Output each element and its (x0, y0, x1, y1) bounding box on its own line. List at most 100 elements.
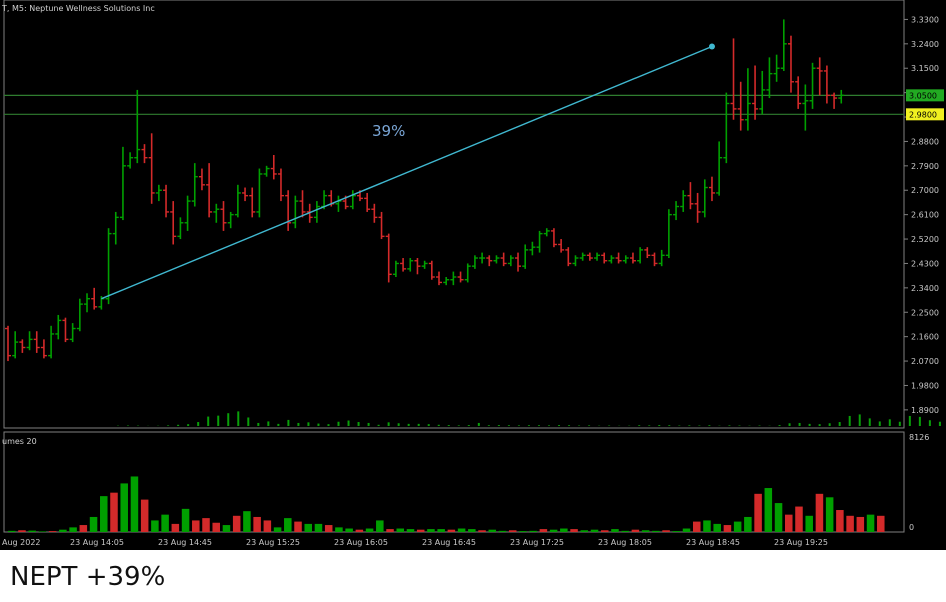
volume-bar (672, 531, 681, 532)
volume-bar (69, 527, 77, 532)
volume-bar (692, 521, 701, 532)
volume-bar (795, 506, 803, 532)
chart-svg: 3.33003.24003.15003.06002.97002.88002.79… (1, 0, 944, 547)
trendline-annotation: 39% (372, 122, 405, 140)
y-tick-label: 1.8900 (911, 406, 939, 415)
volume-bar (682, 528, 691, 532)
y-tick-label: 2.8800 (911, 137, 939, 146)
volume-bar (508, 530, 517, 532)
volume-bar (468, 529, 476, 532)
volume-bar (785, 514, 793, 532)
volume-bar (202, 518, 210, 532)
volume-bar (396, 528, 405, 532)
volume-bar (8, 530, 16, 532)
y-tick-label: 2.7000 (911, 186, 939, 195)
volume-bar (192, 520, 200, 532)
y-tick-label: 2.2500 (911, 308, 939, 317)
volume-bar (171, 523, 180, 532)
volume-bar (427, 529, 435, 532)
price-label-text: 2.9800 (909, 110, 937, 119)
volume-bar (815, 493, 824, 532)
volume-bar (539, 529, 548, 532)
y-tick-label: 3.1500 (911, 64, 939, 73)
x-tick-label: 23 Aug 16:05 (334, 538, 388, 547)
volume-bar (376, 520, 384, 532)
volume-bar (478, 530, 486, 532)
volume-bar (222, 525, 231, 532)
volume-bar (754, 493, 762, 532)
volume-bar (662, 530, 670, 532)
y-tick-label: 3.2400 (911, 40, 939, 49)
volume-bar (59, 529, 67, 532)
volume-bar (590, 529, 599, 532)
volume-bar (764, 488, 773, 532)
trendline-end-marker (708, 43, 715, 50)
volume-bar (805, 515, 813, 532)
volume-bar (273, 527, 282, 532)
volume-bar (549, 529, 558, 532)
volume-bar (335, 527, 343, 532)
volume-bar (345, 528, 353, 532)
y-tick-label: 3.3300 (911, 15, 939, 24)
y-tick-label: 1.9800 (911, 381, 939, 390)
volume-bar (856, 516, 865, 532)
x-tick-label: 23 Aug 14:45 (158, 538, 212, 547)
volume-bar (365, 528, 374, 532)
volume-bar (457, 528, 466, 532)
volume-title: umes 20 (2, 437, 37, 446)
volume-bar (744, 516, 752, 532)
x-tick-label: 23 Aug 18:05 (598, 538, 652, 547)
volume-bar (355, 529, 364, 532)
volume-bar (140, 499, 149, 532)
volume-bar (866, 514, 875, 532)
volume-bar (324, 525, 333, 532)
volume-bar (181, 508, 190, 532)
volume-bar (621, 530, 629, 532)
volume-bar (529, 530, 537, 532)
price-chart[interactable]: 3.33003.24003.15003.06002.97002.88002.79… (0, 0, 946, 550)
volume-bar (641, 530, 650, 532)
volume-bar (416, 529, 425, 532)
volume-bar (437, 529, 445, 532)
volume-tick-max: 8126 (909, 433, 929, 442)
volume-bar (161, 514, 169, 532)
volume-bar (130, 476, 139, 532)
volume-bar (38, 531, 47, 532)
volume-bar (846, 515, 854, 532)
volume-bar (232, 515, 241, 532)
chart-title: T, M5: Neptune Wellness Solutions Inc (1, 4, 155, 13)
volume-bar (263, 520, 272, 532)
price-label-box (906, 89, 944, 102)
y-tick-label: 2.1600 (911, 333, 939, 342)
volume-bar (18, 530, 26, 532)
volume-bar (652, 530, 660, 532)
volume-bar (48, 531, 57, 532)
price-panel-frame (3, 0, 905, 429)
volume-bar (100, 496, 108, 532)
x-tick-label: 23 Aug 15:25 (246, 538, 300, 547)
volume-bar (703, 520, 711, 532)
volume-bar (733, 521, 742, 532)
volume-bar (600, 530, 609, 532)
volume-bar (28, 530, 36, 532)
volume-bar (294, 521, 302, 532)
volume-bar (110, 492, 118, 532)
volume-bar (89, 516, 98, 532)
volume-bar (611, 529, 619, 532)
volume-bar (447, 529, 456, 532)
volume-bar (723, 525, 732, 532)
volume-tick-zero: 0 (909, 523, 914, 532)
volume-bar (406, 529, 415, 532)
volume-bar (79, 525, 88, 532)
volume-bar (304, 523, 313, 532)
volume-bar (253, 516, 261, 532)
volume-bar (825, 497, 834, 532)
volume-bar (120, 483, 128, 532)
volume-bar (713, 523, 721, 532)
x-tick-label: 23 Aug 18:45 (686, 538, 740, 547)
y-tick-label: 2.5200 (911, 235, 939, 244)
x-tick-label: 23 Aug 16:45 (422, 538, 476, 547)
volume-bar (386, 529, 394, 532)
volume-bar (836, 510, 844, 532)
volume-bar (488, 529, 497, 532)
